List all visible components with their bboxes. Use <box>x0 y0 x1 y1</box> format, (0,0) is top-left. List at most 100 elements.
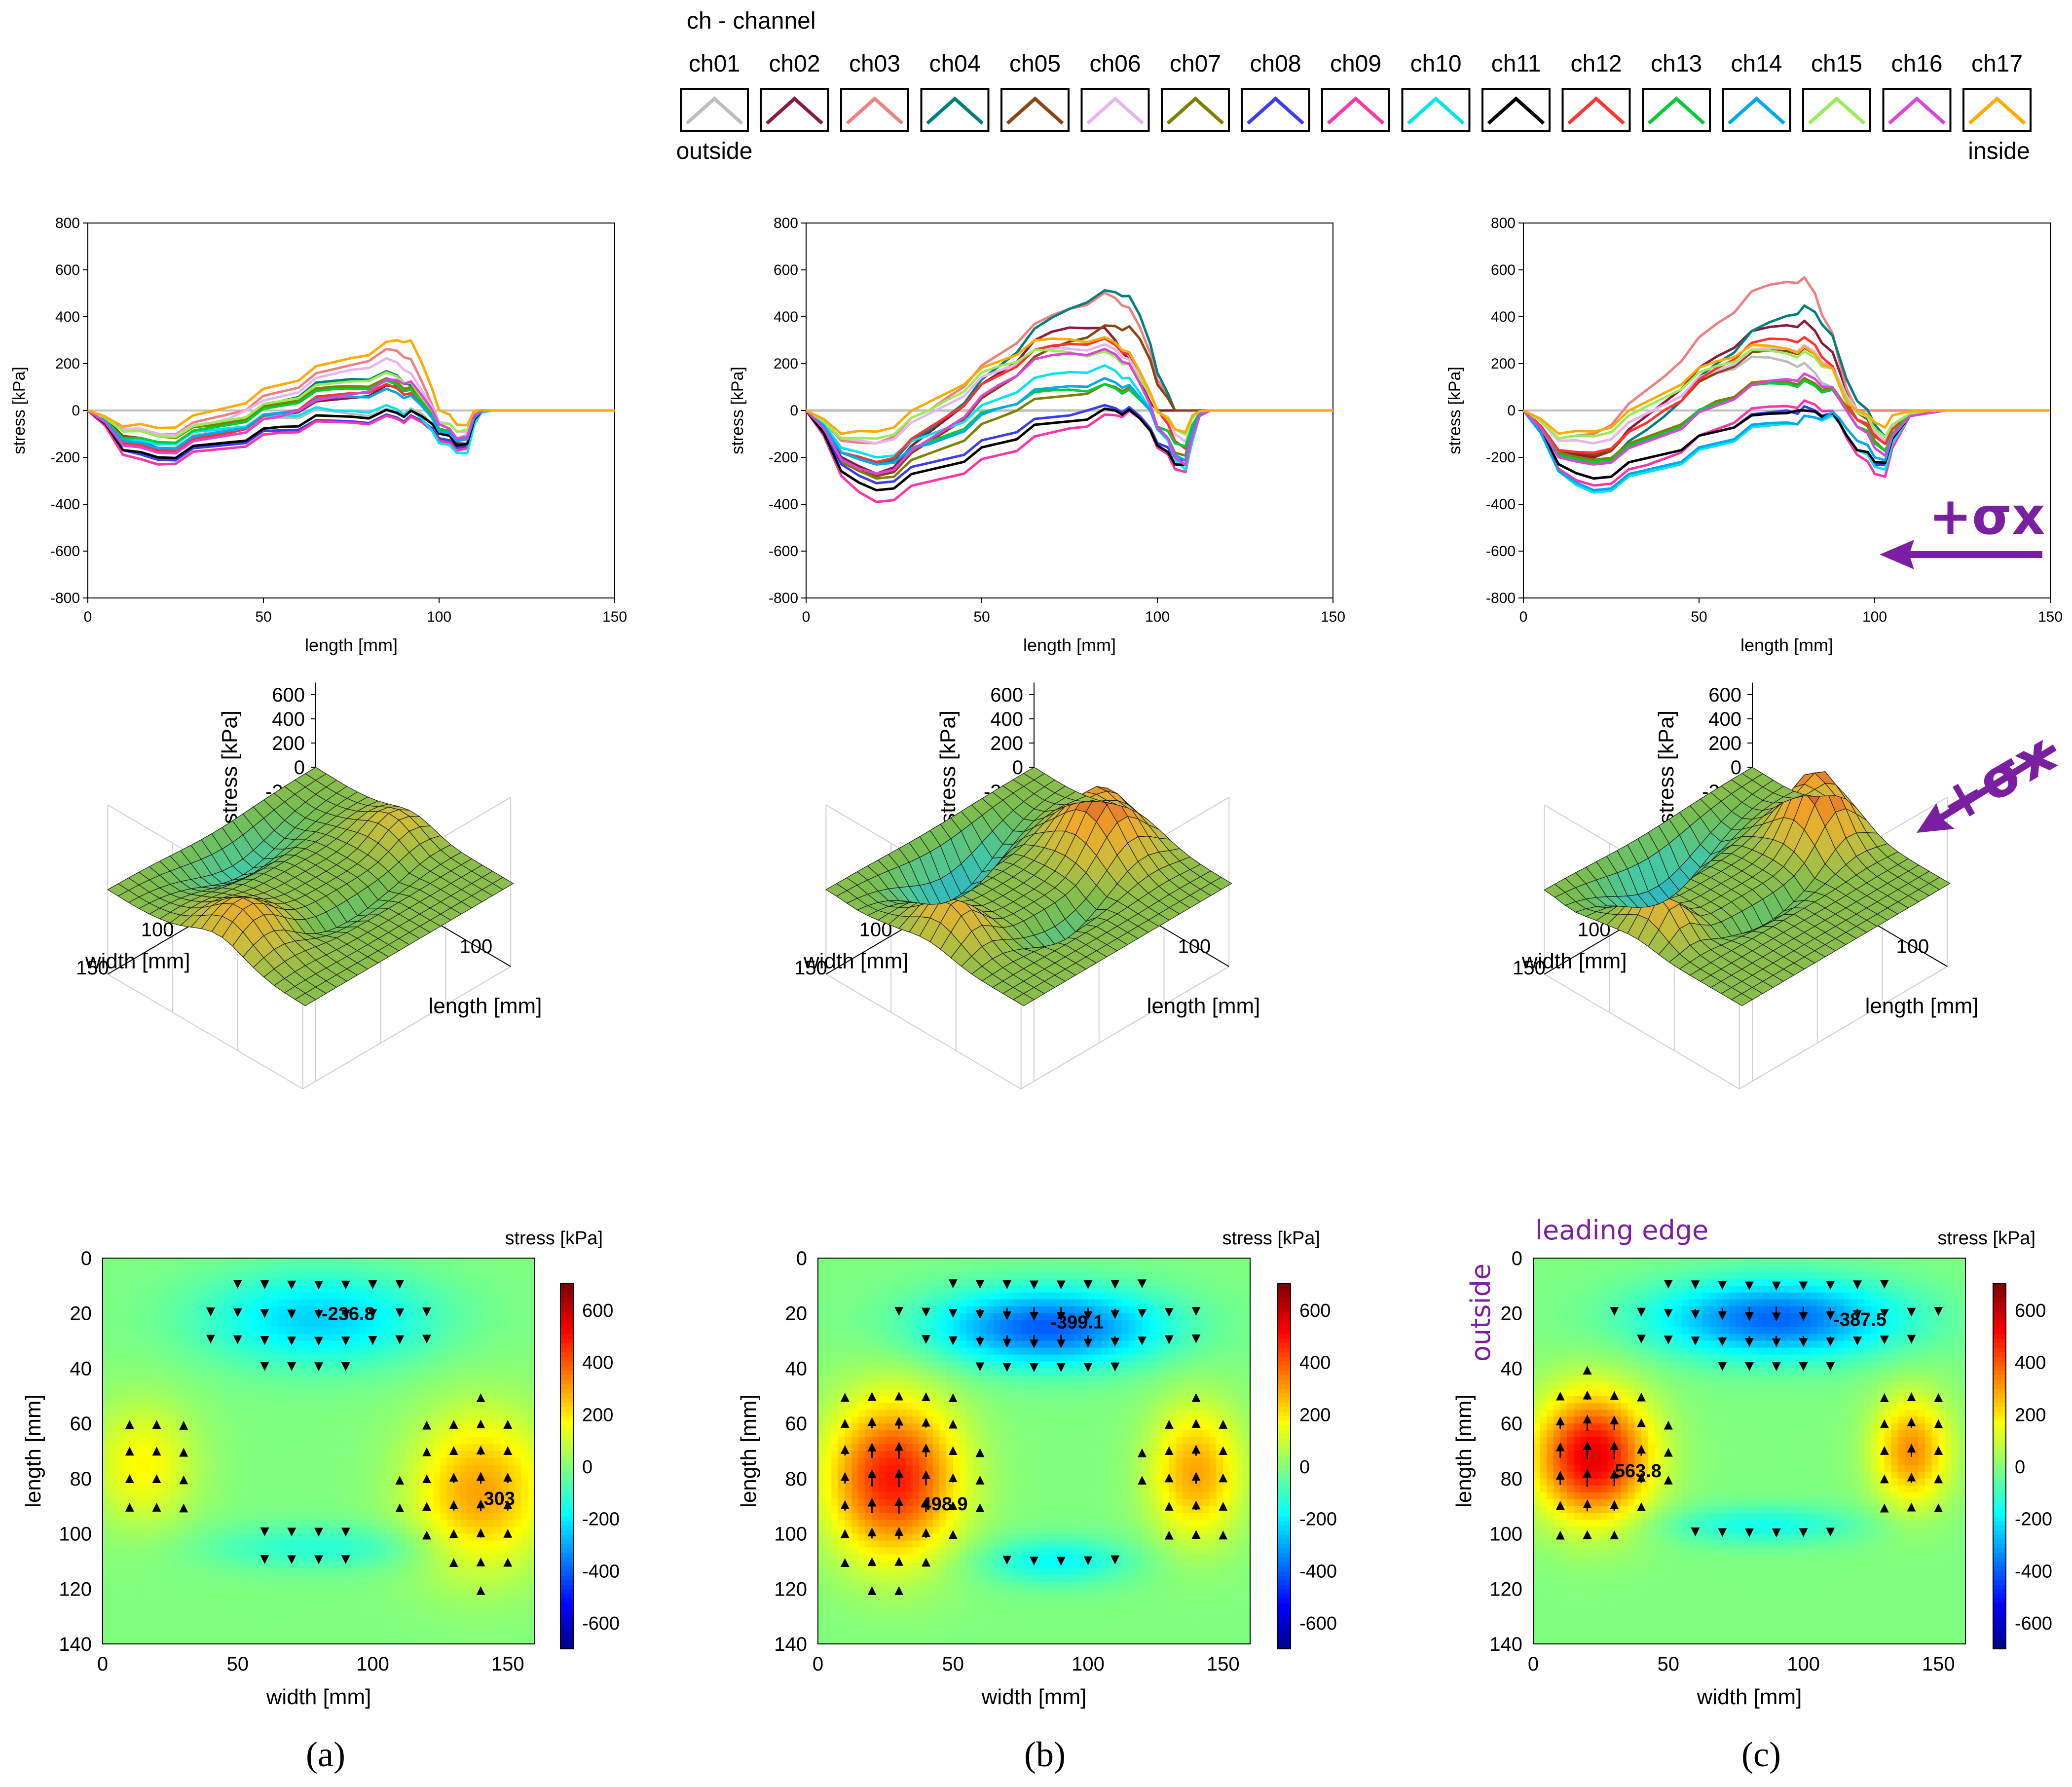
heat-cell <box>163 1485 171 1493</box>
legend-line-ch14 <box>1728 96 1785 125</box>
heat-cell <box>264 1575 272 1583</box>
heat-cell <box>339 1602 346 1610</box>
y-tick-label: -800 <box>50 590 80 606</box>
heat-cell <box>197 1327 205 1335</box>
heat-cell <box>487 1471 495 1479</box>
heat-cell <box>271 1354 279 1362</box>
heat-cell <box>244 1382 252 1390</box>
heat-cell <box>447 1292 454 1300</box>
heat-cell <box>366 1533 373 1541</box>
heat-cell <box>494 1616 502 1624</box>
heat-cell <box>501 1609 509 1617</box>
heat-cell <box>129 1285 137 1293</box>
heat-cell <box>453 1444 461 1452</box>
heat-cell <box>190 1540 198 1548</box>
heat-cell <box>163 1403 171 1411</box>
heat-cell <box>494 1375 502 1383</box>
heat-cell <box>217 1575 225 1583</box>
heat-cell <box>366 1485 373 1493</box>
heat-cell <box>298 1410 306 1417</box>
heat-cell <box>413 1575 421 1583</box>
heat-cell <box>116 1306 123 1314</box>
heat-cell <box>366 1457 373 1465</box>
heat-cell <box>312 1616 319 1624</box>
heat-cell <box>244 1520 252 1527</box>
heat-cell <box>474 1278 481 1286</box>
heat-cell <box>136 1471 144 1479</box>
legend-line-ch05 <box>1006 96 1064 125</box>
heat-cell <box>501 1292 509 1300</box>
heat-cell <box>332 1382 339 1390</box>
heat-cell <box>156 1547 164 1555</box>
heat-cell <box>420 1382 427 1390</box>
legend-label-ch02: ch02 <box>769 51 820 77</box>
heat-cell <box>224 1278 231 1286</box>
heat-cell <box>467 1520 475 1527</box>
heat-cell <box>521 1457 529 1465</box>
heat-cell <box>372 1292 380 1300</box>
heat-cell <box>440 1630 447 1638</box>
heat-cell <box>379 1285 387 1293</box>
heat-cell <box>217 1506 225 1514</box>
heat-cell <box>271 1478 279 1486</box>
heat-cell <box>123 1285 130 1293</box>
heat-cell <box>386 1299 394 1307</box>
heat-cell <box>420 1457 427 1465</box>
heat-cell <box>474 1347 481 1355</box>
heat-cell <box>244 1478 252 1486</box>
heat-cell <box>494 1582 502 1590</box>
heat-cell <box>177 1630 185 1638</box>
heat-cell <box>521 1327 529 1335</box>
heat-cell <box>440 1637 447 1644</box>
heat-cell <box>494 1347 502 1355</box>
heat-cell <box>163 1416 171 1424</box>
heat-cell <box>285 1347 293 1355</box>
heat-cell <box>278 1382 286 1390</box>
heat-cell <box>211 1368 218 1376</box>
heat-cell <box>129 1292 137 1300</box>
heat-cell <box>460 1389 468 1397</box>
heat-cell <box>251 1368 259 1376</box>
heat-cell <box>345 1444 353 1452</box>
legend-swatch-ch06 <box>1080 88 1150 132</box>
heat-cell <box>129 1616 137 1624</box>
heat-cell <box>413 1313 421 1321</box>
heat-cell <box>352 1602 360 1610</box>
heat-cell <box>406 1265 414 1272</box>
heat-cell <box>251 1533 259 1541</box>
heat-cell <box>109 1347 117 1355</box>
heat-cell <box>366 1596 373 1603</box>
heat-cell <box>501 1306 509 1314</box>
heat-cell <box>271 1382 279 1390</box>
heat-cell <box>345 1630 353 1638</box>
heat-cell <box>231 1437 238 1445</box>
heat-cell <box>217 1471 225 1479</box>
heat-cell <box>177 1609 185 1617</box>
y-tick-label: 200 <box>55 356 80 372</box>
heat-cell <box>366 1499 373 1507</box>
heat-cell <box>136 1540 144 1548</box>
heat-cell <box>386 1506 394 1514</box>
heat-cell <box>197 1375 205 1383</box>
heat-cell <box>129 1265 137 1272</box>
heat-cell <box>170 1327 178 1335</box>
legend-inside-note: inside <box>1968 138 2030 164</box>
heat-cell <box>312 1520 319 1527</box>
heat-cell <box>237 1492 245 1500</box>
heat-cell <box>339 1471 346 1479</box>
heat-cell <box>345 1602 353 1610</box>
heat-cell <box>109 1382 117 1390</box>
heat-cell <box>312 1492 319 1500</box>
heat-cell <box>298 1444 306 1452</box>
heat-cell <box>312 1347 319 1355</box>
heat-cell <box>271 1457 279 1465</box>
heat-cell <box>372 1334 380 1341</box>
heat-cell <box>217 1464 225 1472</box>
legend-label-ch12: ch12 <box>1570 51 1622 77</box>
series-line-ch17 <box>1522 344 2050 435</box>
heat-cell <box>292 1416 299 1424</box>
heat-cell <box>298 1520 306 1527</box>
heat-cell <box>184 1306 191 1314</box>
heat-cell <box>372 1347 380 1355</box>
heat-cell <box>521 1444 529 1452</box>
